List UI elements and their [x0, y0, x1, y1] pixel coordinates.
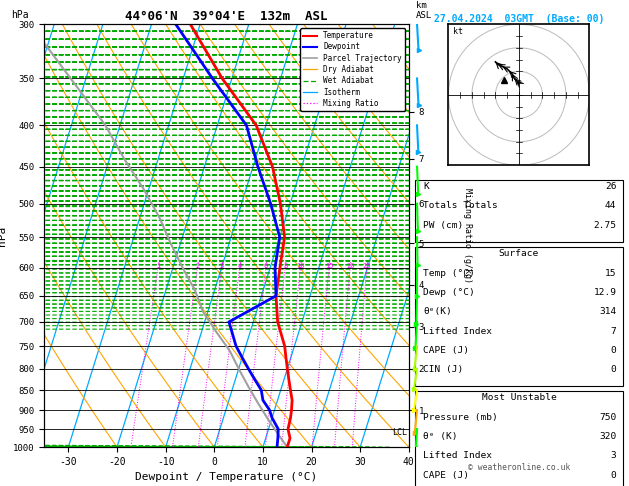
Text: LCL: LCL: [392, 428, 408, 436]
Text: 2.75: 2.75: [594, 221, 616, 229]
Text: Dewp (°C): Dewp (°C): [423, 288, 475, 297]
Text: Surface: Surface: [499, 249, 539, 258]
Text: 4: 4: [238, 263, 242, 269]
Text: K: K: [423, 182, 429, 191]
Text: CAPE (J): CAPE (J): [423, 346, 469, 355]
Text: CIN (J): CIN (J): [423, 365, 464, 375]
Text: 320: 320: [599, 432, 616, 441]
Text: PW (cm): PW (cm): [423, 221, 464, 229]
Text: 44: 44: [605, 201, 616, 210]
Bar: [415, 247, 623, 386]
Text: Lifted Index: Lifted Index: [423, 327, 493, 336]
Text: Totals Totals: Totals Totals: [423, 201, 498, 210]
Text: 6: 6: [264, 263, 268, 269]
Legend: Temperature, Dewpoint, Parcel Trajectory, Dry Adiabat, Wet Adiabat, Isotherm, Mi: Temperature, Dewpoint, Parcel Trajectory…: [301, 28, 405, 111]
Text: © weatheronline.co.uk: © weatheronline.co.uk: [468, 463, 570, 471]
Text: 0: 0: [611, 365, 616, 375]
Text: Pressure (mb): Pressure (mb): [423, 413, 498, 421]
Text: hPa: hPa: [11, 10, 29, 20]
X-axis label: Dewpoint / Temperature (°C): Dewpoint / Temperature (°C): [135, 472, 318, 483]
Text: 20: 20: [346, 263, 355, 269]
Text: 12.9: 12.9: [594, 288, 616, 297]
Text: Lifted Index: Lifted Index: [423, 451, 493, 460]
Text: 314: 314: [599, 307, 616, 316]
Text: 2: 2: [196, 263, 200, 269]
Text: Most Unstable: Most Unstable: [482, 393, 556, 402]
Text: 0: 0: [611, 470, 616, 480]
Text: kt: kt: [453, 27, 463, 35]
Text: 10: 10: [296, 263, 305, 269]
Text: 15: 15: [325, 263, 333, 269]
Text: CAPE (J): CAPE (J): [423, 470, 469, 480]
Text: 15: 15: [605, 269, 616, 278]
Title: 44°06'N  39°04'E  132m  ASL: 44°06'N 39°04'E 132m ASL: [125, 10, 328, 23]
Y-axis label: hPa: hPa: [0, 226, 8, 246]
Text: 7: 7: [611, 327, 616, 336]
Text: Temp (°C): Temp (°C): [423, 269, 475, 278]
Text: θᵉ(K): θᵉ(K): [423, 307, 452, 316]
Text: 3: 3: [611, 451, 616, 460]
Text: θᵉ (K): θᵉ (K): [423, 432, 458, 441]
Text: 25: 25: [363, 263, 371, 269]
Text: 750: 750: [599, 413, 616, 421]
Text: 0: 0: [611, 346, 616, 355]
Text: 3: 3: [220, 263, 224, 269]
Text: 8: 8: [283, 263, 287, 269]
Bar: [415, 180, 623, 242]
Bar: [415, 391, 623, 486]
Y-axis label: Mixing Ratio (g/kg): Mixing Ratio (g/kg): [463, 188, 472, 283]
Text: km
ASL: km ASL: [416, 0, 432, 20]
Text: 26: 26: [605, 182, 616, 191]
Text: 1: 1: [156, 263, 160, 269]
Text: 27.04.2024  03GMT  (Base: 00): 27.04.2024 03GMT (Base: 00): [434, 15, 604, 24]
